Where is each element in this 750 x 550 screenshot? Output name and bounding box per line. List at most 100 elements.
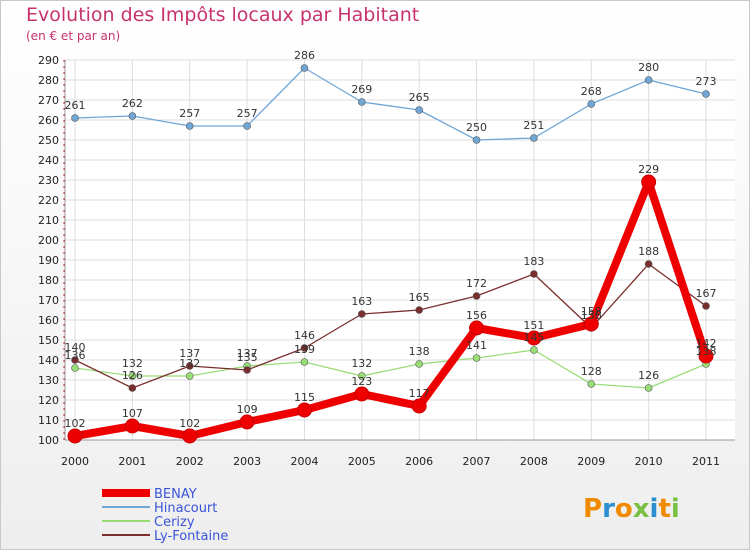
data-point	[185, 362, 194, 370]
y-tick-label: 130	[38, 374, 59, 387]
y-tick-label: 170	[38, 294, 59, 307]
data-label: 123	[351, 375, 372, 388]
data-label: 145	[523, 331, 544, 344]
data-point	[358, 372, 366, 380]
y-tick-label: 180	[38, 274, 59, 287]
data-label: 280	[638, 61, 659, 74]
data-label: 273	[696, 75, 717, 88]
data-label: 265	[409, 91, 430, 104]
data-label: 142	[696, 337, 717, 350]
x-tick-label: 2006	[405, 455, 433, 468]
x-tick-label: 2007	[463, 455, 491, 468]
data-label: 135	[237, 351, 258, 364]
x-tick-label: 2000	[61, 455, 89, 468]
data-point	[530, 346, 538, 354]
data-label: 139	[294, 343, 315, 356]
y-tick-label: 280	[38, 74, 59, 87]
data-point	[358, 98, 366, 106]
data-point	[698, 348, 714, 364]
data-point	[587, 380, 596, 388]
data-label: 128	[581, 365, 602, 378]
data-label: 188	[638, 245, 659, 258]
data-label: 137	[237, 347, 258, 360]
data-point	[415, 106, 423, 114]
data-label: 257	[237, 107, 258, 120]
data-label: 132	[122, 357, 143, 370]
data-label: 132	[179, 357, 200, 370]
x-tick-label: 2002	[176, 455, 204, 468]
y-tick-label: 250	[38, 134, 59, 147]
data-label: 151	[523, 319, 544, 332]
y-tick-label: 110	[38, 414, 59, 427]
data-label: 261	[65, 99, 86, 112]
data-point	[644, 260, 653, 268]
data-point	[411, 398, 427, 414]
proxiti-logo: Proxiti	[583, 494, 680, 524]
y-tick-label: 150	[38, 334, 59, 347]
data-point	[182, 428, 198, 444]
data-point	[128, 372, 137, 380]
y-tick-label: 270	[38, 94, 59, 107]
x-tick-label: 2011	[692, 455, 720, 468]
y-tick-label: 210	[38, 214, 59, 227]
data-point	[185, 122, 194, 130]
y-tick-label: 160	[38, 314, 59, 327]
y-tick-label: 200	[38, 234, 59, 247]
series-line-benay	[74, 178, 710, 440]
data-point	[243, 122, 251, 130]
chart-subtitle: (en € et par an)	[26, 29, 121, 43]
data-label: 102	[179, 417, 200, 430]
x-tick-label: 2008	[520, 455, 548, 468]
data-label: 262	[122, 97, 143, 110]
data-point	[472, 354, 481, 362]
data-label: 115	[294, 391, 315, 404]
data-label: 156	[466, 309, 487, 322]
legend-label: BENAY	[154, 487, 197, 502]
data-label: 163	[351, 295, 372, 308]
y-tick-label: 290	[38, 54, 59, 67]
data-label: 158	[581, 305, 602, 318]
data-label: 137	[179, 347, 200, 360]
data-point	[526, 330, 542, 346]
data-label: 126	[638, 369, 659, 382]
x-tick-label: 2004	[290, 455, 318, 468]
legend-label: Hinacourt	[154, 501, 217, 516]
series-line-ly-fontaine	[74, 263, 707, 389]
data-point	[354, 386, 370, 402]
data-label: 146	[294, 329, 315, 342]
x-tick-label: 2010	[635, 455, 663, 468]
data-point	[702, 302, 710, 310]
y-tick-label: 120	[38, 394, 59, 407]
x-tick-label: 2005	[348, 455, 376, 468]
data-label: 250	[466, 121, 487, 134]
data-label: 251	[523, 119, 544, 132]
y-tick-label: 240	[38, 154, 59, 167]
data-point	[469, 320, 485, 336]
data-point	[185, 372, 194, 380]
y-tick-label: 230	[38, 174, 59, 187]
legend-label: Cerizy	[154, 515, 195, 530]
data-label: 257	[179, 107, 200, 120]
data-label: 183	[523, 255, 544, 268]
data-point	[415, 360, 423, 368]
data-point	[641, 174, 657, 190]
data-label: 132	[351, 357, 372, 370]
data-point	[472, 136, 481, 144]
data-label: 136	[65, 349, 86, 362]
data-point	[702, 90, 710, 98]
data-label: 165	[409, 291, 430, 304]
data-label: 229	[638, 163, 659, 176]
y-tick-label: 140	[38, 354, 59, 367]
data-point	[300, 64, 309, 72]
data-label: 138	[696, 345, 717, 358]
chart-title: Evolution des Impôts locaux par Habitant	[26, 4, 420, 26]
data-point	[583, 316, 599, 332]
data-point	[239, 414, 255, 430]
data-label: 117	[409, 387, 430, 400]
data-point	[71, 356, 79, 364]
data-point	[530, 270, 538, 278]
data-point	[358, 310, 366, 318]
x-tick-label: 2003	[233, 455, 261, 468]
data-label: 172	[466, 277, 487, 290]
